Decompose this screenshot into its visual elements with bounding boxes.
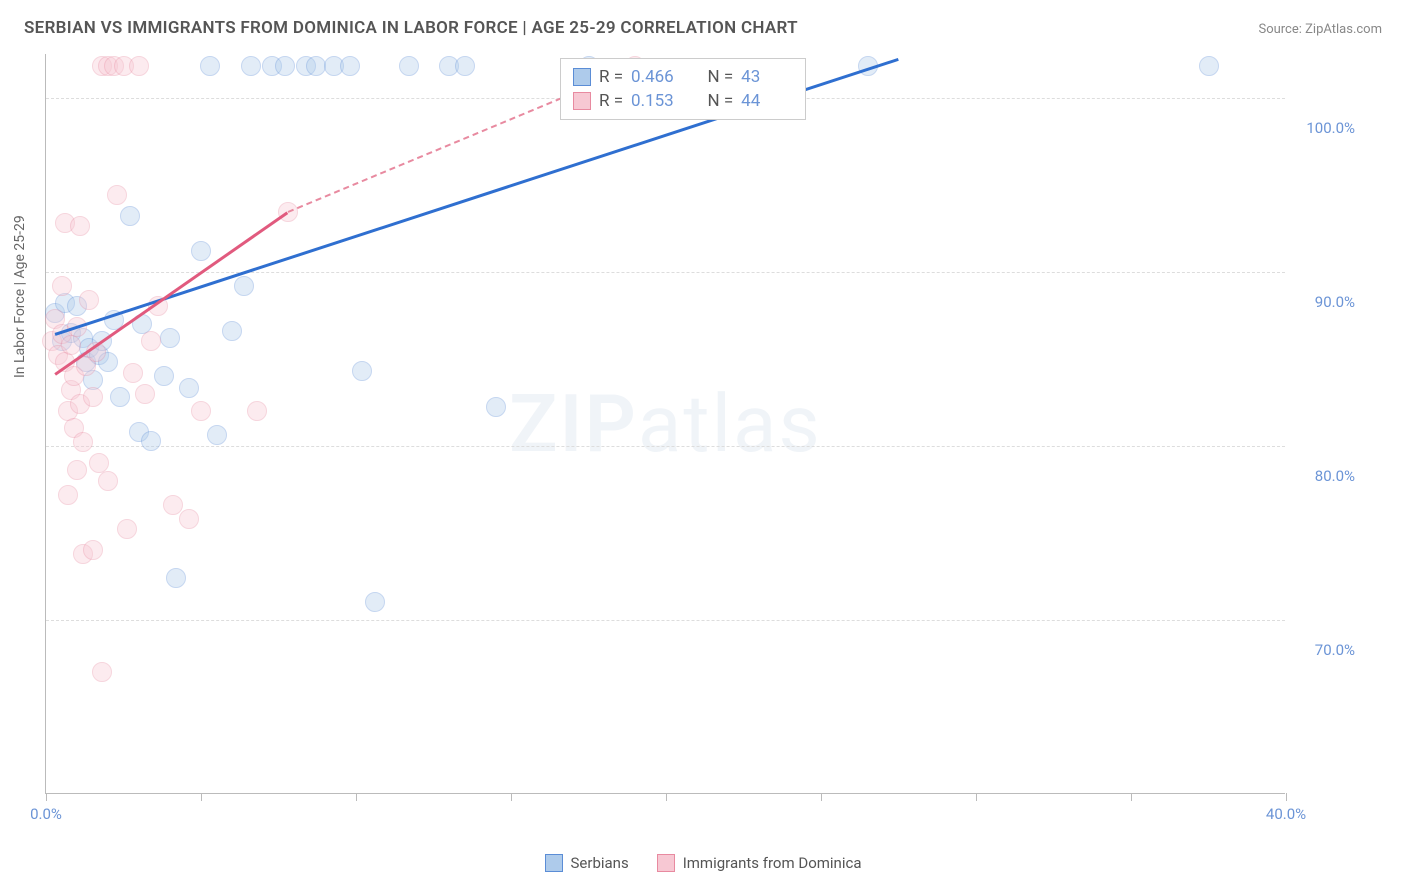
- y-tick-label: 90.0%: [1295, 293, 1355, 311]
- scatter-point: [1199, 56, 1219, 76]
- scatter-point: [234, 276, 254, 296]
- stats-row: R = 0.153 N = 44: [573, 89, 793, 113]
- y-tick-label: 80.0%: [1295, 467, 1355, 485]
- scatter-point: [98, 471, 118, 491]
- scatter-point: [207, 425, 227, 445]
- scatter-point: [110, 387, 130, 407]
- scatter-point: [247, 401, 267, 421]
- scatter-point: [352, 361, 372, 381]
- stats-n-label: N =: [707, 67, 733, 87]
- x-tick-label: 0.0%: [30, 805, 62, 823]
- legend-swatch: [545, 854, 563, 872]
- legend-swatch: [573, 68, 591, 86]
- chart-title: SERBIAN VS IMMIGRANTS FROM DOMINICA IN L…: [24, 18, 798, 38]
- scatter-point: [135, 384, 155, 404]
- scatter-point: [92, 662, 112, 682]
- x-tick: [1286, 793, 1287, 801]
- gridline: [46, 620, 1285, 621]
- x-tick: [356, 793, 357, 801]
- legend-swatch: [657, 854, 675, 872]
- stats-row: R = 0.466 N = 43: [573, 65, 793, 89]
- stats-r-label: R =: [599, 67, 623, 87]
- y-axis-label: In Labor Force | Age 25-29: [12, 215, 28, 378]
- scatter-point: [61, 335, 81, 355]
- scatter-point: [179, 509, 199, 529]
- scatter-point: [120, 206, 140, 226]
- legend-item: Serbians: [545, 854, 629, 872]
- scatter-point: [179, 378, 199, 398]
- scatter-point: [129, 56, 149, 76]
- scatter-point: [141, 331, 161, 351]
- plot-area: ZIPatlas 70.0%80.0%90.0%100.0%0.0%40.0%: [45, 54, 1285, 794]
- stats-r-value: 0.153: [631, 91, 683, 111]
- watermark: ZIPatlas: [509, 377, 822, 471]
- scatter-point: [241, 56, 261, 76]
- source-label: Source: ZipAtlas.com: [1258, 22, 1382, 37]
- legend-swatch: [573, 92, 591, 110]
- stats-n-value: 43: [741, 67, 793, 87]
- stats-box: R = 0.466 N = 43R = 0.153 N = 44: [560, 58, 806, 120]
- legend-label: Serbians: [571, 854, 629, 872]
- scatter-point: [399, 56, 419, 76]
- x-tick: [46, 793, 47, 801]
- gridline: [46, 272, 1285, 273]
- scatter-point: [67, 460, 87, 480]
- legend-item: Immigrants from Dominica: [657, 854, 862, 872]
- x-tick: [666, 793, 667, 801]
- x-tick: [511, 793, 512, 801]
- x-tick: [976, 793, 977, 801]
- scatter-point: [70, 216, 90, 236]
- scatter-point: [154, 366, 174, 386]
- watermark-rest: atlas: [638, 377, 822, 471]
- stats-r-label: R =: [599, 91, 623, 111]
- scatter-point: [222, 321, 242, 341]
- scatter-point: [117, 519, 137, 539]
- y-tick-label: 100.0%: [1295, 119, 1355, 137]
- scatter-point: [123, 363, 143, 383]
- x-tick: [821, 793, 822, 801]
- scatter-point: [275, 56, 295, 76]
- scatter-point: [160, 328, 180, 348]
- x-tick: [201, 793, 202, 801]
- scatter-point: [486, 397, 506, 417]
- scatter-point: [455, 56, 475, 76]
- scatter-point: [79, 290, 99, 310]
- stats-n-label: N =: [707, 91, 733, 111]
- scatter-point: [191, 401, 211, 421]
- scatter-point: [141, 431, 161, 451]
- scatter-point: [107, 185, 127, 205]
- scatter-point: [52, 276, 72, 296]
- scatter-point: [73, 432, 93, 452]
- y-tick-label: 70.0%: [1295, 641, 1355, 659]
- watermark-bold: ZIP: [509, 377, 638, 471]
- scatter-point: [365, 592, 385, 612]
- scatter-point: [166, 568, 186, 588]
- scatter-point: [340, 56, 360, 76]
- scatter-point: [83, 387, 103, 407]
- scatter-point: [58, 485, 78, 505]
- scatter-point: [200, 56, 220, 76]
- scatter-point: [306, 56, 326, 76]
- legend-label: Immigrants from Dominica: [683, 854, 862, 872]
- bottom-legend: Serbians Immigrants from Dominica: [0, 854, 1406, 872]
- x-tick: [1131, 793, 1132, 801]
- scatter-point: [191, 241, 211, 261]
- scatter-point: [83, 540, 103, 560]
- x-tick-label: 40.0%: [1266, 805, 1306, 823]
- stats-r-value: 0.466: [631, 67, 683, 87]
- gridline: [46, 446, 1285, 447]
- stats-n-value: 44: [741, 91, 793, 111]
